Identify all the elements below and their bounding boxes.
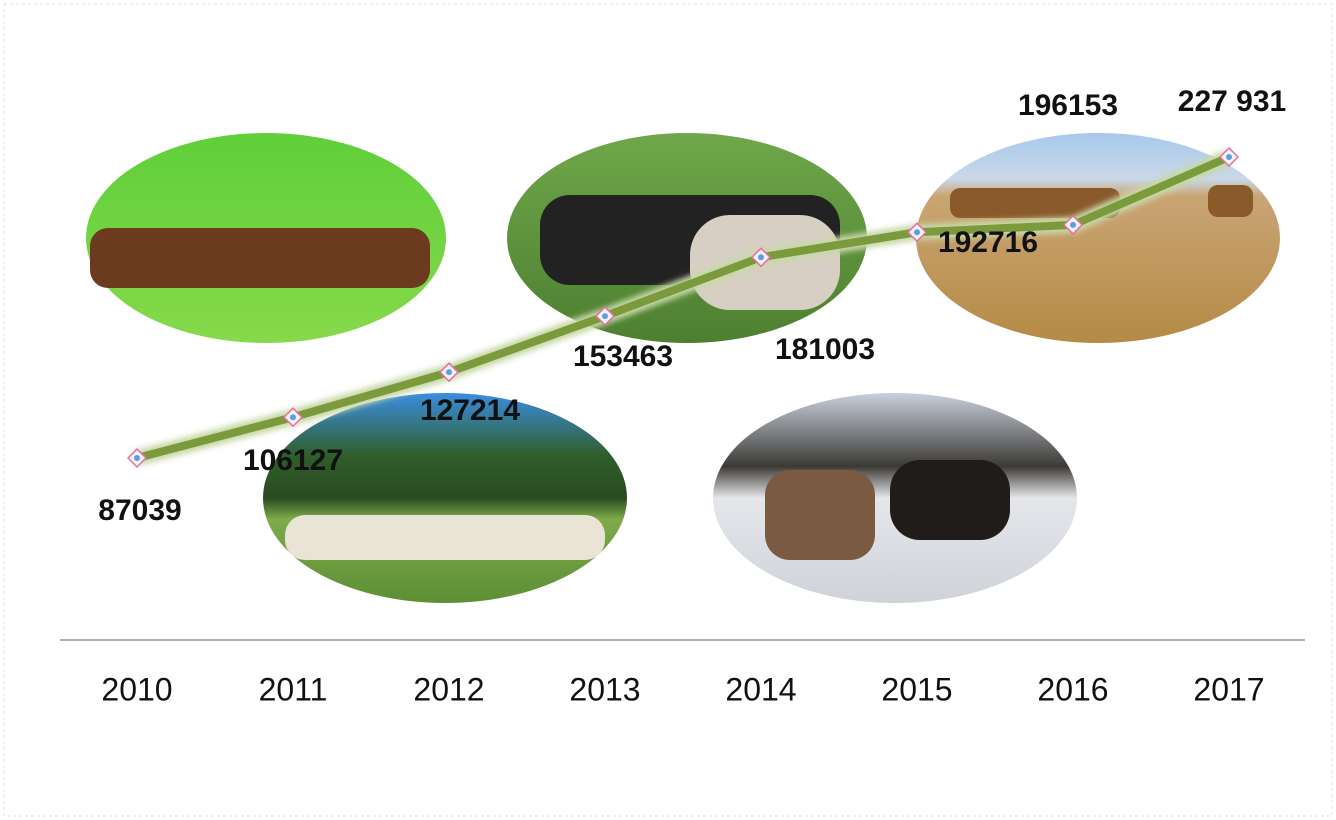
x-tick-label: 2012 [413, 671, 484, 707]
point-center [914, 229, 920, 236]
data-label: 196153 [1018, 89, 1118, 122]
x-tick-label: 2014 [725, 671, 796, 707]
data-label: 153463 [573, 340, 673, 373]
point-center [602, 313, 608, 320]
point-center [1070, 221, 1076, 228]
point-center [1226, 154, 1232, 160]
camels-photo [916, 133, 1280, 343]
x-tick-label: 2017 [1193, 671, 1264, 707]
x-tick-label: 2011 [259, 671, 328, 707]
point-center [290, 414, 296, 421]
x-tick-label: 2015 [881, 671, 952, 707]
data-label: 87039 [98, 494, 181, 527]
photos [86, 133, 1280, 603]
data-label: 227 931 [1178, 85, 1286, 118]
plot: 2010 2011 2012 2013 2014 2015 2016 2017 87039 106… [98, 85, 1286, 708]
line [135, 153, 1231, 462]
data-label: 192716 [938, 226, 1038, 259]
point-center [446, 369, 452, 376]
x-tick-label: 2013 [569, 671, 640, 707]
x-tick-label: 2010 [101, 671, 172, 707]
data-label: 181003 [775, 333, 875, 366]
data-label: 106127 [243, 444, 343, 477]
point-center [134, 455, 140, 461]
point-center [758, 254, 764, 261]
x-tick-label: 2016 [1037, 671, 1108, 707]
data-label: 127214 [420, 394, 520, 427]
frame [3, 3, 1333, 817]
